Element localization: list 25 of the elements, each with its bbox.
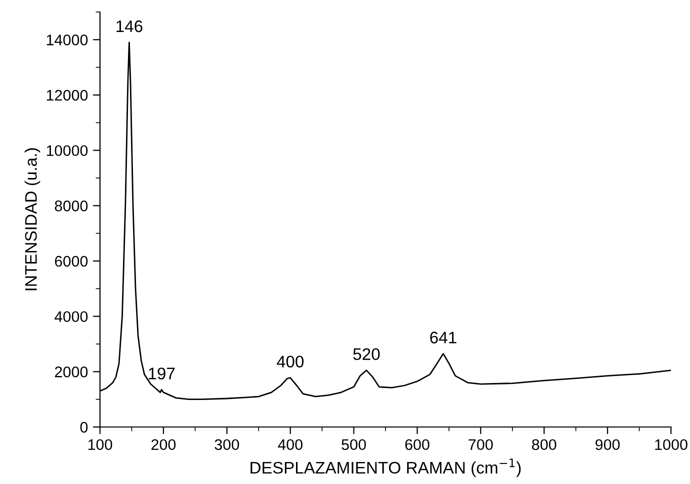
x-tick-label: 600	[405, 439, 430, 450]
y-tick-label: 14000	[46, 34, 88, 46]
y-tick-label: 10000	[46, 145, 88, 156]
annotation: 520	[353, 348, 380, 360]
x-tick-label: 200	[151, 439, 176, 450]
annotation: 400	[276, 356, 304, 368]
annotation: 197	[148, 368, 175, 380]
annotation: 641	[430, 332, 456, 344]
y-tick-label: 6000	[54, 256, 88, 267]
y-axis-title: INTENSIDAD (u.a.)	[24, 148, 40, 290]
annotation: 146	[116, 20, 142, 32]
y-tick-label: 0	[80, 422, 88, 433]
x-tick-label: 900	[596, 439, 620, 450]
x-tick-label: 100	[88, 439, 112, 450]
x-tick-label: 300	[214, 439, 240, 450]
x-tick-label: 500	[342, 439, 366, 450]
y-tick-label: 2000	[54, 366, 88, 378]
x-tick-label: 800	[532, 439, 556, 450]
y-tick-label: 8000	[54, 200, 88, 212]
x-tick-label: 400	[278, 439, 302, 450]
x-axis-title: DESPLAZAMIENTO RAMAN (cm$^{−1}$)	[250, 458, 521, 477]
x-tick-label: 700	[468, 439, 493, 450]
y-tick-label: 4000	[54, 311, 88, 322]
y-tick-label: 12000	[46, 90, 88, 101]
x-tick-label: 1000	[655, 439, 688, 450]
